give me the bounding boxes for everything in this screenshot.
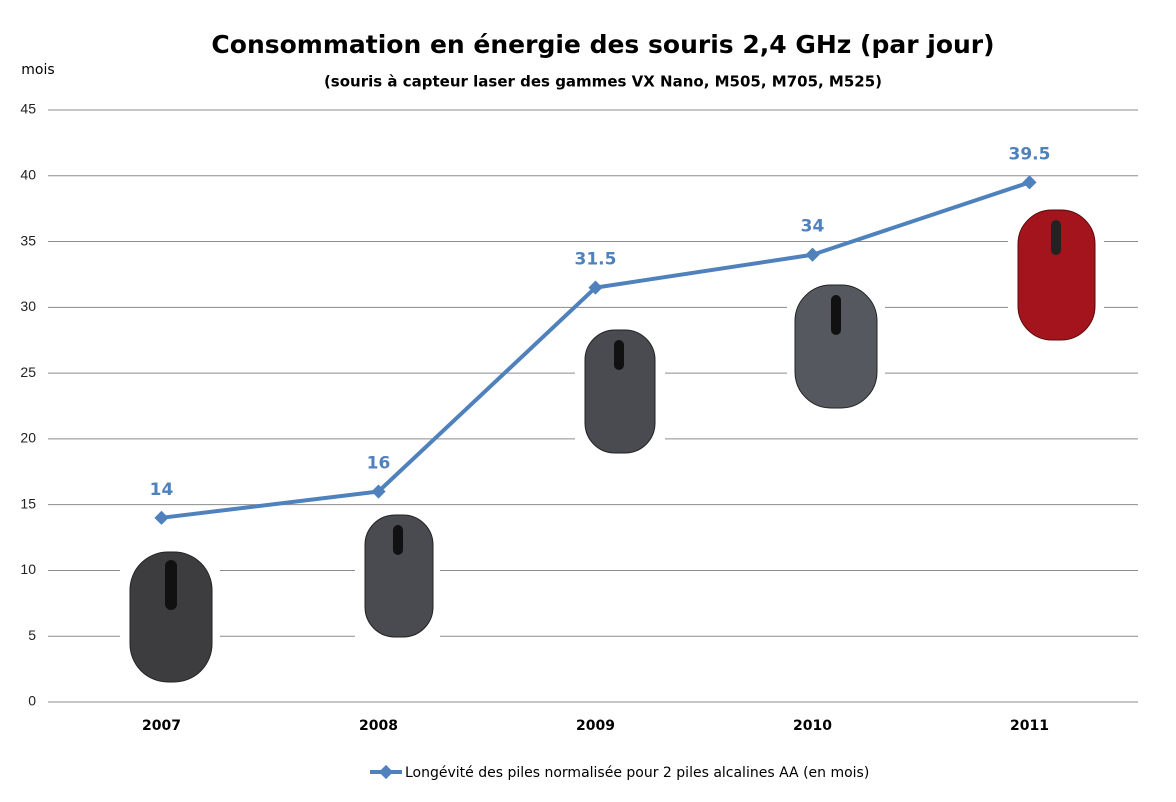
chart-title: Consommation en énergie des souris 2,4 G…: [211, 30, 994, 59]
y-tick-label: 0: [28, 693, 36, 709]
point-marker: [805, 247, 820, 262]
y-tick-label: 35: [20, 232, 36, 248]
x-tick-label: 2011: [1010, 718, 1049, 734]
y-tick-label: 5: [28, 627, 36, 643]
legend-marker: [378, 764, 394, 780]
mouse-wheel: [165, 560, 177, 610]
mouse-image: [364, 514, 434, 638]
y-tick-label: 25: [20, 364, 36, 380]
mouse-image: [1017, 209, 1096, 341]
point-marker: [588, 280, 603, 295]
plot: 2007 2008 2009 2010 2011 14 16 31.5 34 39.5: [142, 144, 1050, 734]
legend-label: Longévité des piles normalisée pour 2 pi…: [405, 765, 869, 781]
y-tick-label: 45: [20, 101, 36, 117]
point-marker: [154, 510, 169, 525]
mouse-image: [584, 329, 656, 454]
data-label: 14: [150, 480, 174, 500]
mouse-images: [120, 205, 1104, 687]
y-tick-label: 20: [20, 430, 36, 446]
y-tick-label: 30: [20, 298, 36, 314]
y-tick-label: 10: [20, 561, 36, 577]
y-tick-label: 15: [20, 495, 36, 511]
y-tick-label: 40: [20, 166, 36, 182]
y-axis-label: mois: [21, 62, 54, 78]
chart-subtitle: (souris à capteur laser des gammes VX Na…: [324, 73, 882, 91]
mouse-wheel: [831, 295, 841, 335]
x-tick-label: 2010: [793, 718, 832, 734]
mouse-image: [794, 284, 878, 409]
x-tick-label: 2008: [359, 718, 398, 734]
point-marker: [1022, 175, 1037, 190]
mouse-wheel: [1051, 220, 1061, 255]
point-marker: [371, 484, 386, 499]
x-tick-label: 2007: [142, 718, 181, 734]
grid: 0 5 10 15 20 25 30 35 40 45: [20, 101, 1138, 709]
mouse-wheel: [614, 340, 624, 370]
x-tick-label: 2009: [576, 718, 615, 734]
data-label: 34: [801, 217, 825, 237]
data-label: 31.5: [575, 250, 617, 270]
mouse-image: [129, 551, 213, 683]
mouse-wheel: [393, 525, 403, 555]
data-label: 39.5: [1009, 144, 1051, 164]
data-label: 16: [367, 454, 391, 474]
